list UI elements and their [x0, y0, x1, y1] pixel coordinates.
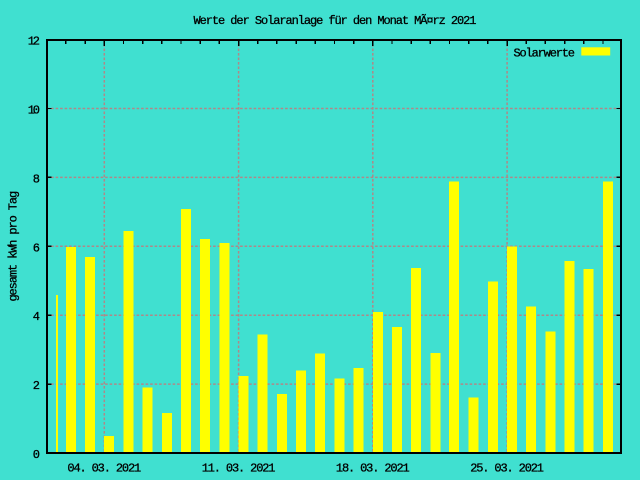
- svg-text:11. 03. 2021: 11. 03. 2021: [202, 461, 276, 475]
- svg-text:10: 10: [28, 104, 40, 118]
- svg-text:gesamt kWh pro Tag: gesamt kWh pro Tag: [7, 191, 21, 302]
- svg-text:12: 12: [28, 35, 40, 49]
- svg-text:18. 03. 2021: 18. 03. 2021: [336, 461, 410, 475]
- svg-text:Solarwerte: Solarwerte: [514, 46, 576, 60]
- svg-text:04. 03. 2021: 04. 03. 2021: [67, 461, 141, 475]
- svg-text:Werte der Solaranlage für den: Werte der Solaranlage für den Monat MÃ¤r…: [194, 13, 477, 28]
- svg-text:8: 8: [33, 172, 40, 186]
- svg-text:25. 03. 2021: 25. 03. 2021: [470, 461, 544, 475]
- svg-text:2: 2: [33, 379, 40, 393]
- svg-text:0: 0: [33, 448, 40, 462]
- svg-text:4: 4: [33, 310, 40, 324]
- svg-text:6: 6: [33, 241, 40, 255]
